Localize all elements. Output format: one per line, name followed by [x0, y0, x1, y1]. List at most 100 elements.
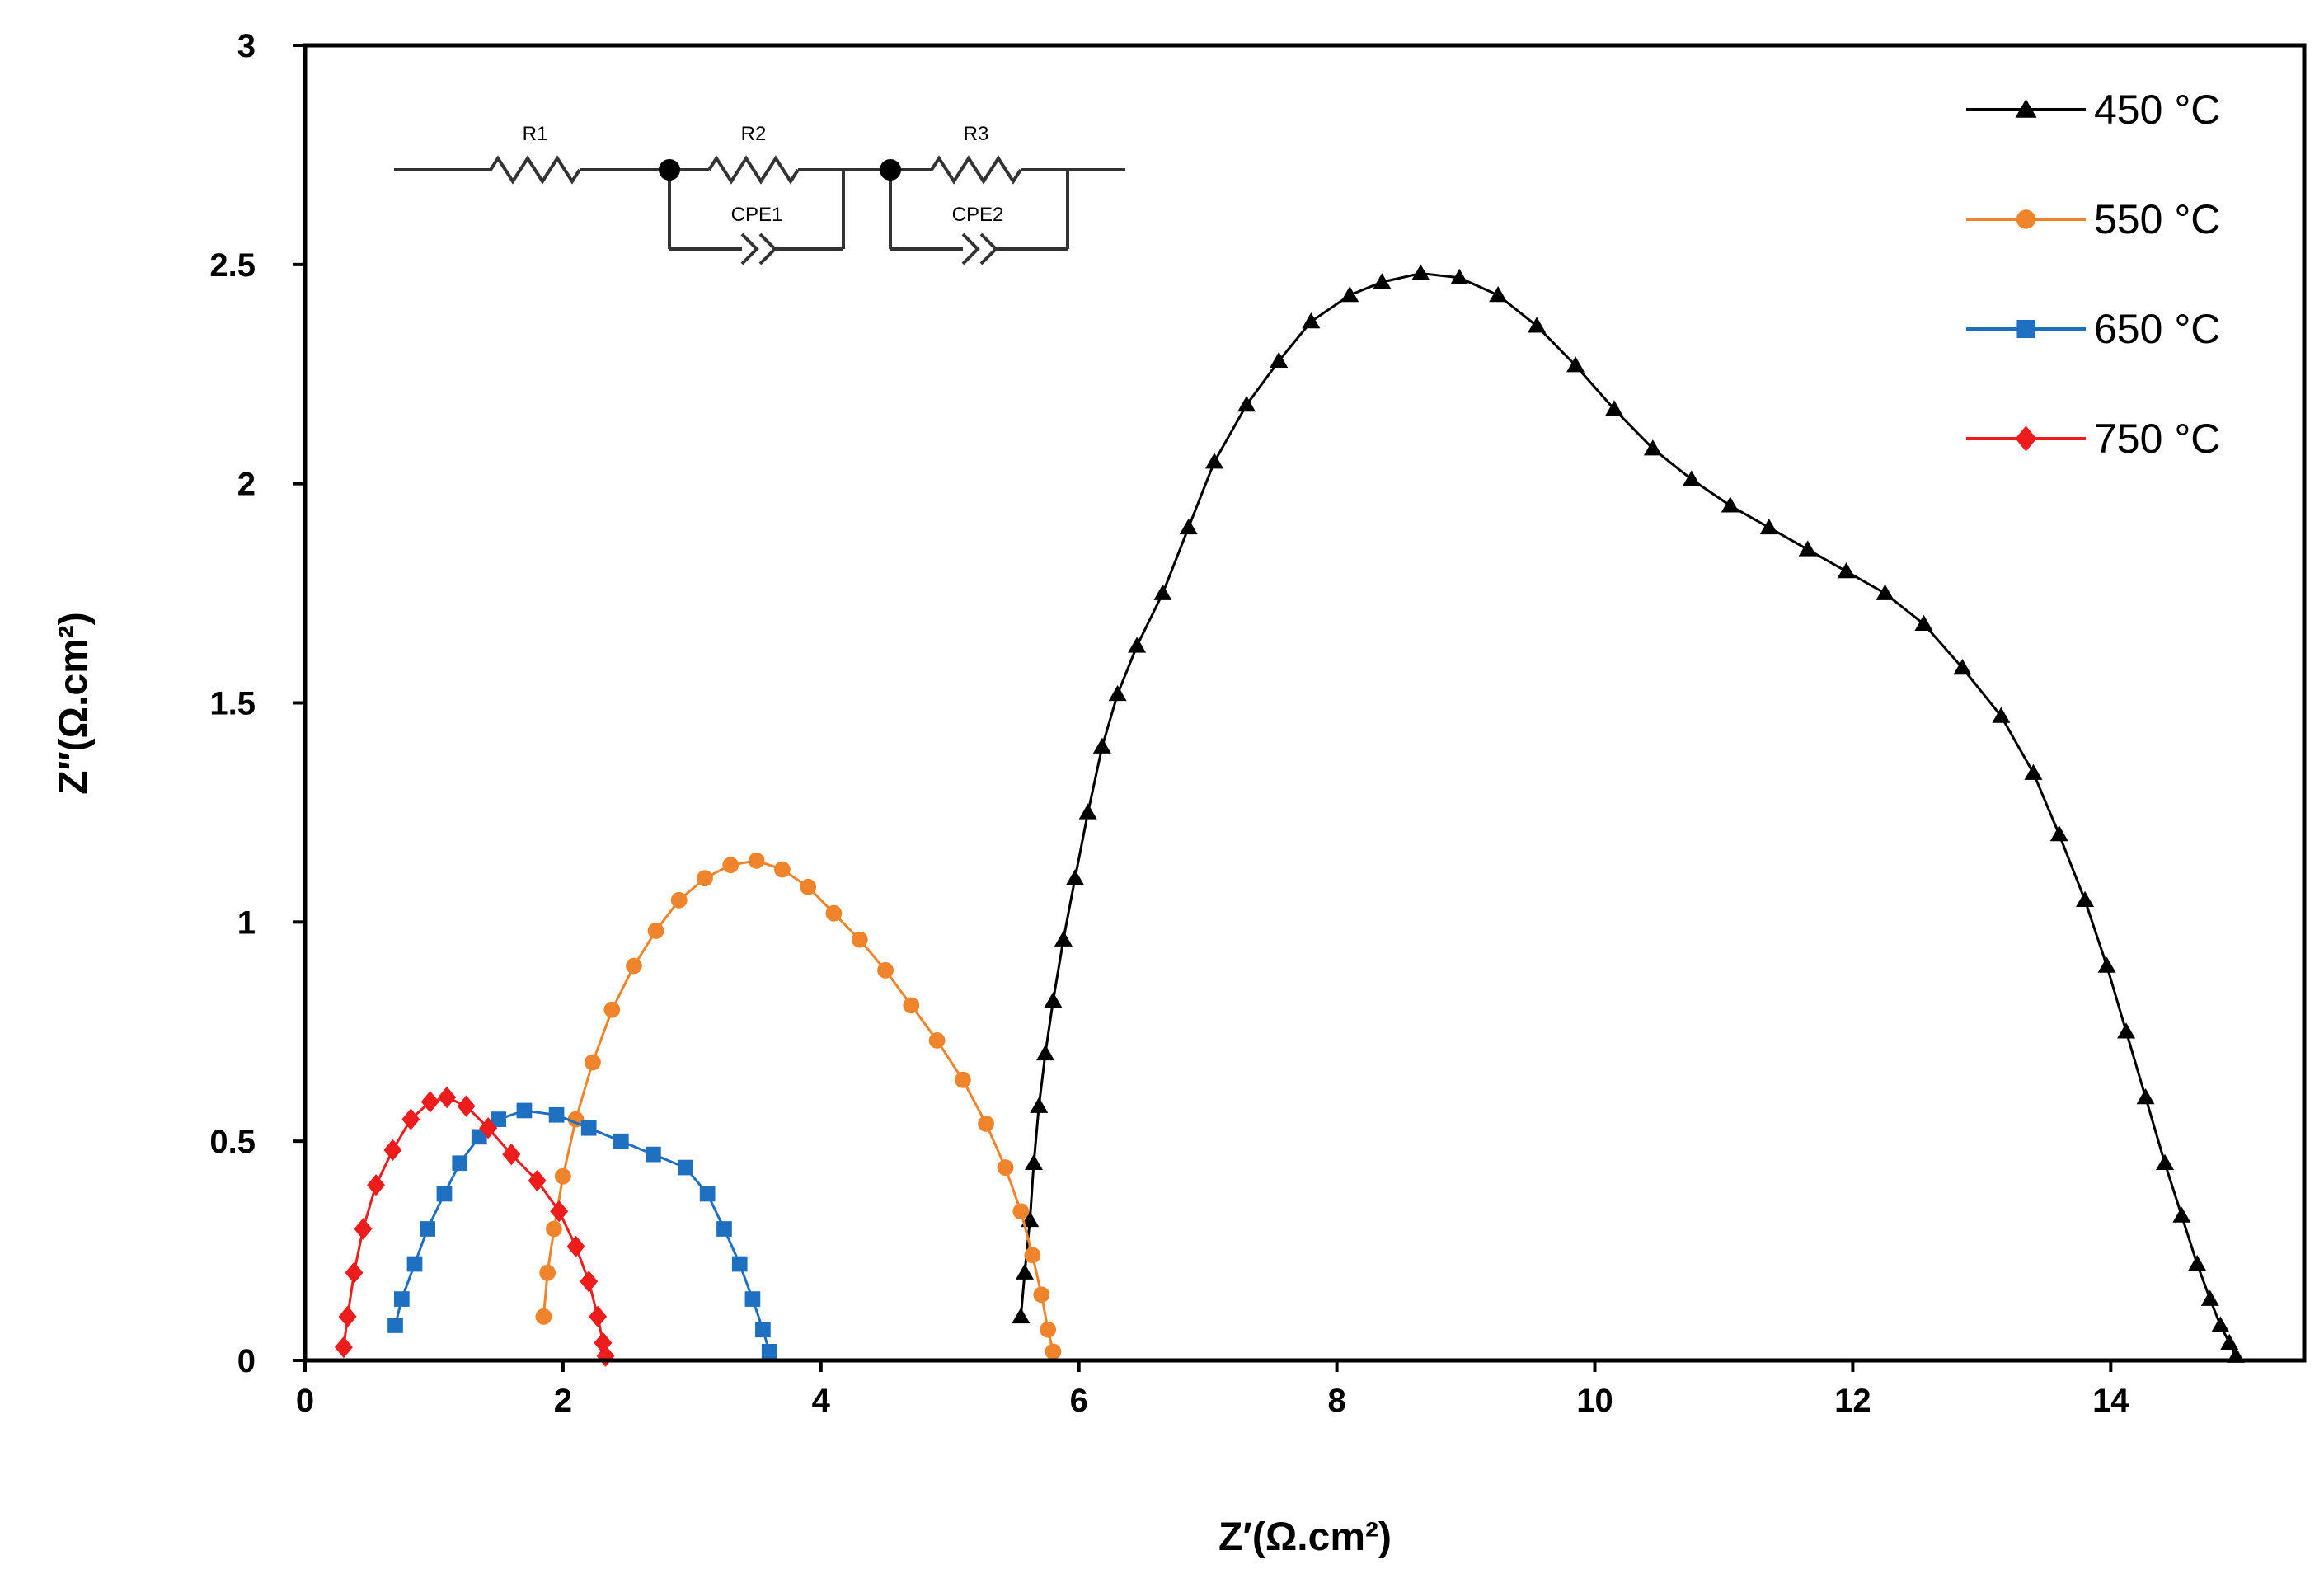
- data-point-circle: [626, 957, 642, 975]
- data-point-square: [646, 1146, 661, 1163]
- legend-item-2: 550 °C: [1966, 196, 2220, 242]
- x-axis-title: Z′(Ω.cm²): [1218, 1515, 1392, 1559]
- series-line: [1019, 271, 2237, 1357]
- data-point-triangle: [1682, 470, 1701, 486]
- data-point-triangle: [1054, 930, 1073, 947]
- data-point-diamond: [528, 1169, 547, 1192]
- data-point-triangle: [2015, 99, 2037, 118]
- data-point-triangle: [1528, 317, 1547, 333]
- data-point-square: [548, 1106, 565, 1123]
- data-point-triangle: [1016, 1263, 1034, 1280]
- x-tick-label: 2: [554, 1383, 572, 1419]
- data-point-circle: [555, 1167, 571, 1185]
- legend-label: 650 °C: [2094, 306, 2220, 352]
- data-point-triangle: [1237, 395, 1256, 412]
- x-tick-label: 10: [1576, 1383, 1613, 1419]
- x-tick-label: 0: [296, 1383, 314, 1419]
- legend-label: 750 °C: [2094, 416, 2220, 462]
- data-point-circle: [955, 1071, 971, 1088]
- series-layer: [334, 264, 2246, 1367]
- data-point-triangle: [1270, 351, 1289, 369]
- x-tick-label: 6: [1070, 1383, 1088, 1419]
- legend-item-1: 450 °C: [1966, 87, 2220, 133]
- data-point-square: [491, 1111, 507, 1127]
- x-tick-label: 12: [1834, 1383, 1871, 1419]
- data-point-square: [387, 1318, 403, 1333]
- circuit-label-r2: R2: [741, 123, 767, 145]
- y-tick-label: 0: [237, 1343, 256, 1379]
- data-point-triangle: [1036, 1044, 1055, 1061]
- data-point-diamond: [354, 1218, 373, 1240]
- circuit-label-r3: R3: [964, 123, 989, 145]
- data-point-circle: [603, 1001, 621, 1018]
- data-point-diamond: [345, 1261, 364, 1284]
- x-tick-label: 4: [812, 1383, 831, 1419]
- data-point-circle: [670, 891, 688, 909]
- legend-item-4: 750 °C: [1966, 416, 2220, 462]
- circuit-label-cpe2: CPE2: [952, 204, 1004, 226]
- series-4: [334, 1086, 615, 1367]
- data-point-square: [436, 1186, 453, 1202]
- data-point-diamond: [457, 1095, 476, 1117]
- circuit-label-cpe1: CPE1: [731, 204, 783, 226]
- data-point-circle: [722, 857, 739, 874]
- series-1: [1012, 264, 2246, 1363]
- data-point-triangle: [1914, 614, 1933, 632]
- data-point-circle: [697, 870, 713, 887]
- data-point-circle: [978, 1116, 994, 1132]
- data-point-circle: [825, 904, 843, 922]
- data-point-square: [452, 1155, 468, 1172]
- legend-label: 450 °C: [2094, 87, 2220, 133]
- data-point-triangle: [1992, 707, 2011, 723]
- data-point-triangle: [1153, 584, 1172, 600]
- data-point-triangle: [2097, 956, 2116, 973]
- data-point-diamond: [566, 1235, 585, 1257]
- data-point-triangle: [1798, 540, 1817, 557]
- data-point-circle: [1024, 1247, 1041, 1264]
- data-point-square: [744, 1291, 761, 1307]
- data-point-diamond: [479, 1117, 498, 1139]
- data-point-triangle: [1021, 1210, 1040, 1228]
- y-tick-label: 2: [237, 467, 256, 503]
- data-point-triangle: [2172, 1206, 2191, 1223]
- data-point-triangle: [1024, 1153, 1043, 1170]
- data-point-square: [516, 1102, 533, 1119]
- data-point-triangle: [1340, 286, 1359, 303]
- y-tick-label: 2.5: [209, 247, 256, 284]
- legend-label: 550 °C: [2094, 196, 2220, 242]
- data-point-square: [755, 1322, 771, 1338]
- data-point-triangle: [2136, 1088, 2155, 1105]
- data-point-diamond: [334, 1336, 353, 1359]
- x-tick-label: 8: [1327, 1383, 1345, 1419]
- data-point-circle: [1012, 1203, 1030, 1220]
- data-point-diamond: [367, 1174, 386, 1196]
- legend: 450 °C 550 °C 650 °C 750 °C: [1966, 87, 2220, 462]
- y-tick-label: 1.5: [209, 686, 256, 722]
- data-point-triangle: [1411, 264, 1430, 280]
- data-point-circle: [997, 1159, 1014, 1176]
- data-point-circle: [584, 1054, 601, 1071]
- data-point-triangle: [1066, 869, 1085, 885]
- data-point-diamond: [383, 1139, 402, 1161]
- data-point-triangle: [1837, 562, 1856, 579]
- data-point-triangle: [1302, 312, 1321, 329]
- data-point-triangle: [1092, 737, 1111, 754]
- data-point-triangle: [1643, 439, 1662, 456]
- data-point-triangle: [1759, 518, 1778, 535]
- data-point-diamond: [420, 1091, 439, 1113]
- data-point-triangle: [1179, 518, 1198, 535]
- data-point-triangle: [1108, 684, 1127, 702]
- data-point-diamond: [2015, 425, 2037, 452]
- data-point-square: [761, 1344, 777, 1360]
- data-point-square: [2016, 319, 2035, 339]
- data-point-circle: [2016, 209, 2036, 229]
- data-point-square: [699, 1186, 716, 1202]
- data-point-triangle: [2220, 1333, 2239, 1350]
- data-point-circle: [647, 923, 664, 939]
- y-axis-title: Z″(Ω.cm²): [52, 612, 96, 794]
- data-point-circle: [1045, 1343, 1062, 1360]
- data-point-triangle: [1604, 400, 1623, 416]
- circuit-diagram-inset: [394, 155, 1125, 265]
